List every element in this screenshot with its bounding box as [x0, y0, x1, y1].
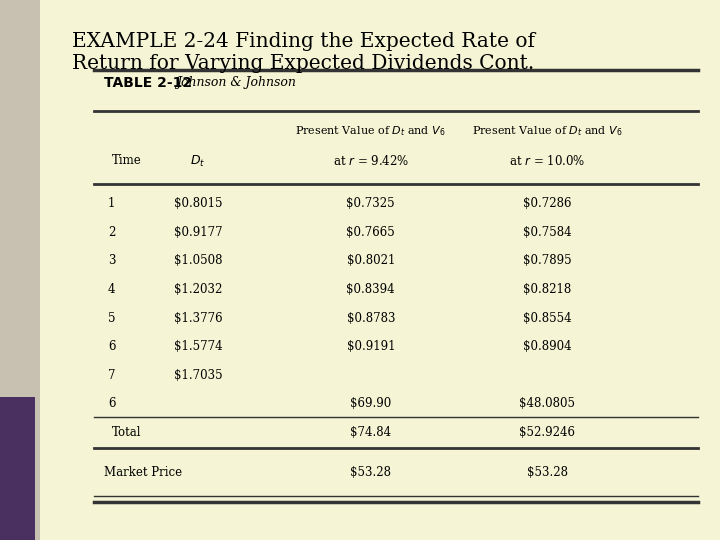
Text: 5: 5: [108, 312, 115, 325]
Text: $0.8904: $0.8904: [523, 340, 572, 353]
Text: $0.9177: $0.9177: [174, 226, 222, 239]
Text: $1.0508: $1.0508: [174, 254, 222, 267]
Text: $74.84: $74.84: [350, 426, 392, 439]
Text: at $r$ = 9.42%: at $r$ = 9.42%: [333, 154, 409, 168]
Text: $69.90: $69.90: [350, 397, 392, 410]
Text: Johnson & Johnson: Johnson & Johnson: [176, 76, 296, 89]
Text: $0.8021: $0.8021: [346, 254, 395, 267]
Text: Market Price: Market Price: [104, 467, 183, 480]
Text: 6: 6: [108, 397, 115, 410]
Text: 4: 4: [108, 283, 115, 296]
Text: Present Value of $D_t$ and $V_6$: Present Value of $D_t$ and $V_6$: [295, 124, 446, 138]
Text: $1.2032: $1.2032: [174, 283, 222, 296]
Text: $1.3776: $1.3776: [174, 312, 222, 325]
Text: $0.8783: $0.8783: [346, 312, 395, 325]
Text: $0.8554: $0.8554: [523, 312, 572, 325]
Text: EXAMPLE 2-24 Finding the Expected Rate of
Return for Varying Expected Dividends : EXAMPLE 2-24 Finding the Expected Rate o…: [72, 32, 535, 73]
Text: $0.8218: $0.8218: [523, 283, 572, 296]
Text: 3: 3: [108, 254, 115, 267]
Text: $52.9246: $52.9246: [519, 426, 575, 439]
Text: TABLE 2-12: TABLE 2-12: [104, 76, 192, 90]
Text: $0.9191: $0.9191: [346, 340, 395, 353]
Text: 6: 6: [108, 340, 115, 353]
Text: $0.7584: $0.7584: [523, 226, 572, 239]
Text: Present Value of $D_t$ and $V_6$: Present Value of $D_t$ and $V_6$: [472, 124, 623, 138]
Text: 7: 7: [108, 369, 115, 382]
Text: $0.7665: $0.7665: [346, 226, 395, 239]
Text: Total: Total: [112, 426, 141, 439]
Text: $0.7325: $0.7325: [346, 197, 395, 210]
Text: 1: 1: [108, 197, 115, 210]
Text: $0.7895: $0.7895: [523, 254, 572, 267]
Text: $0.8015: $0.8015: [174, 197, 222, 210]
Text: $1.7035: $1.7035: [174, 369, 222, 382]
Text: Time: Time: [112, 154, 141, 167]
Text: 2: 2: [108, 226, 115, 239]
Text: $48.0805: $48.0805: [519, 397, 575, 410]
Text: $1.5774: $1.5774: [174, 340, 222, 353]
Text: $53.28: $53.28: [351, 467, 391, 480]
Text: at $r$ = 10.0%: at $r$ = 10.0%: [509, 154, 585, 168]
Text: $0.8394: $0.8394: [346, 283, 395, 296]
Text: $D_t$: $D_t$: [190, 154, 206, 169]
Text: $53.28: $53.28: [527, 467, 567, 480]
Text: $0.7286: $0.7286: [523, 197, 572, 210]
